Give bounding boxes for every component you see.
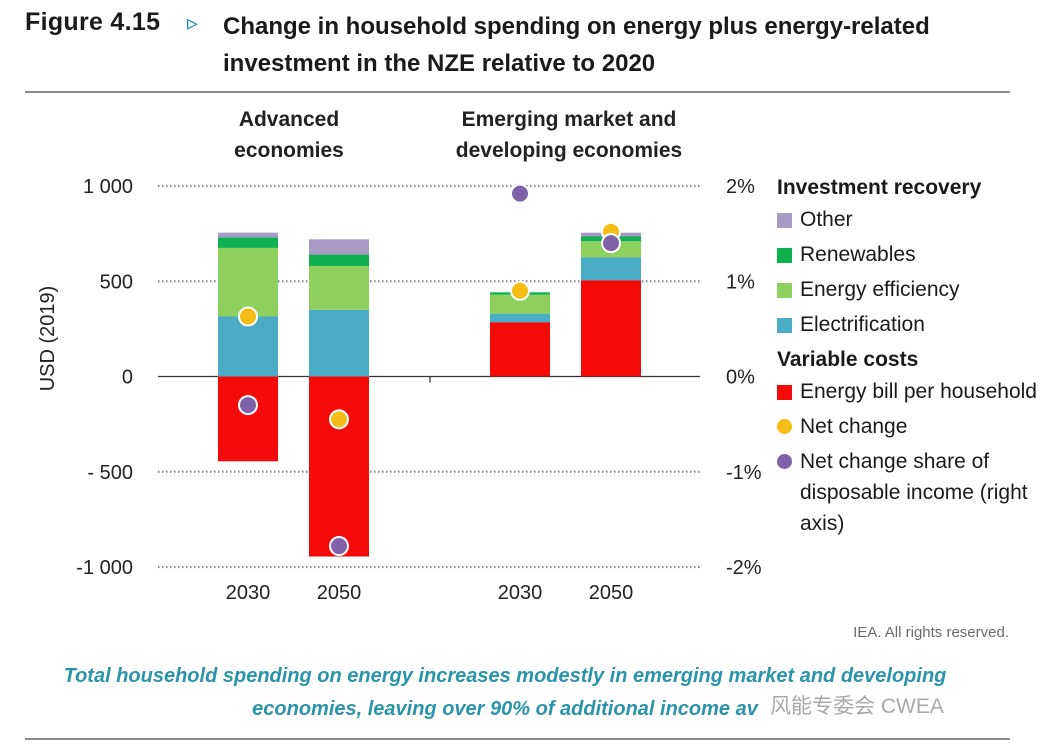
legend: Investment recovery Other Renewables Ene… bbox=[777, 172, 1037, 539]
y-tick-label: -1 000 bbox=[76, 557, 133, 579]
top-divider bbox=[25, 91, 1010, 93]
bar-segment-energy-efficiency bbox=[218, 247, 278, 317]
credit-text: IEA. All rights reserved. bbox=[853, 624, 1009, 641]
x-tick-label: 2030 bbox=[226, 582, 271, 604]
legend-item-other: Other bbox=[777, 204, 1037, 239]
watermark: 风能专委会 CWEA bbox=[770, 695, 944, 718]
bar-segment-other bbox=[218, 232, 278, 238]
chart-canvas: 1 000 500 0 - 500 -1 000 2% 1% 0% -1% -2% USD (201… bbox=[37, 108, 762, 604]
legend-item-electrification: Electrification bbox=[777, 309, 1037, 344]
legend-swatch-energy-bill bbox=[777, 385, 792, 400]
legend-label-energy-bill: Energy bill per household bbox=[800, 380, 1037, 403]
legend-label-other: Other bbox=[800, 208, 853, 231]
group-header-line: economies bbox=[234, 139, 344, 162]
y-tick-label: 1 000 bbox=[83, 176, 133, 198]
legend-swatch-efficiency bbox=[777, 283, 792, 298]
bar-segment-electrification bbox=[490, 313, 550, 323]
group-header-line: Advanced bbox=[239, 108, 339, 131]
bar-segment-energy-bill-per-household bbox=[490, 322, 550, 377]
bar-segment-energy-efficiency bbox=[490, 294, 550, 314]
bar-segment-electrification bbox=[218, 316, 278, 377]
legend-swatch-renewables bbox=[777, 248, 792, 263]
y2-tick-label: -2% bbox=[726, 557, 762, 579]
y-axis-title: USD (2019) bbox=[37, 286, 59, 392]
x-tick-label: 2030 bbox=[498, 582, 543, 604]
x-tick-label: 2050 bbox=[589, 582, 634, 604]
legend-label-electrification: Electrification bbox=[800, 313, 925, 336]
marker-net-change-share-of-disposable-income-right-axis bbox=[510, 183, 530, 204]
bar-segment-energy-bill-per-household bbox=[218, 376, 278, 462]
marker-net-change-share-of-disposable-income-right-axis bbox=[238, 395, 258, 416]
legend-item-renewables: Renewables bbox=[777, 239, 1037, 274]
legend-marker-net-share bbox=[777, 454, 792, 469]
bar-segment-renewables bbox=[309, 254, 369, 267]
figure-arrow-icon: ▹ bbox=[187, 10, 199, 35]
legend-item-net-change: Net change bbox=[777, 411, 1037, 446]
legend-heading-investment: Investment recovery bbox=[777, 176, 982, 199]
legend-swatch-electrification bbox=[777, 318, 792, 333]
marker-net-change-share-of-disposable-income-right-axis bbox=[329, 536, 349, 557]
marker-net-change bbox=[238, 306, 258, 327]
legend-label-net-share: Net change share of disposable income (r… bbox=[800, 450, 1028, 535]
bar-segment-renewables bbox=[218, 237, 278, 248]
group-header-line: developing economies bbox=[456, 139, 682, 162]
bar-segment-electrification bbox=[581, 257, 641, 281]
legend-label-net-change: Net change bbox=[800, 415, 908, 438]
y2-tick-label: 1% bbox=[726, 271, 755, 293]
legend-item-net-share: Net change share of disposable income (r… bbox=[777, 446, 1037, 539]
legend-item-efficiency: Energy efficiency bbox=[777, 274, 1037, 309]
figure-number: Figure 4.15 bbox=[25, 8, 161, 36]
marker-net-change bbox=[329, 409, 349, 430]
marker-net-change bbox=[510, 280, 530, 301]
legend-marker-net-change bbox=[777, 419, 792, 434]
bar-segment-energy-efficiency bbox=[309, 266, 369, 310]
bar-segment-energy-bill-per-household bbox=[309, 376, 369, 557]
bar-segment-energy-bill-per-household bbox=[581, 280, 641, 377]
legend-swatch-other bbox=[777, 213, 792, 228]
legend-label-renewables: Renewables bbox=[800, 243, 916, 266]
y-tick-label: 0 bbox=[122, 367, 133, 389]
figure-caption: Total household spending on energy incre… bbox=[63, 665, 947, 720]
legend-heading-variable: Variable costs bbox=[777, 348, 919, 371]
y-tick-label: 500 bbox=[100, 271, 133, 293]
legend-item-energy-bill: Energy bill per household bbox=[777, 376, 1037, 411]
group-header-line: Emerging market and bbox=[462, 108, 677, 131]
bar-segment-electrification bbox=[309, 309, 369, 377]
bottom-divider bbox=[25, 738, 1010, 740]
bar-segment-other bbox=[309, 239, 369, 255]
marker-net-change-share-of-disposable-income-right-axis bbox=[601, 233, 621, 254]
y-tick-label: - 500 bbox=[87, 462, 133, 484]
x-tick-label: 2050 bbox=[317, 582, 362, 604]
y2-tick-label: -1% bbox=[726, 462, 762, 484]
figure-title: Change in household spending on energy p… bbox=[223, 13, 930, 77]
group-header: Emerging market and developing economies bbox=[456, 108, 682, 162]
legend-label-efficiency: Energy efficiency bbox=[800, 278, 960, 301]
y2-tick-label: 0% bbox=[726, 367, 755, 389]
group-header: Advanced economies bbox=[234, 108, 344, 162]
y2-tick-label: 2% bbox=[726, 176, 755, 198]
